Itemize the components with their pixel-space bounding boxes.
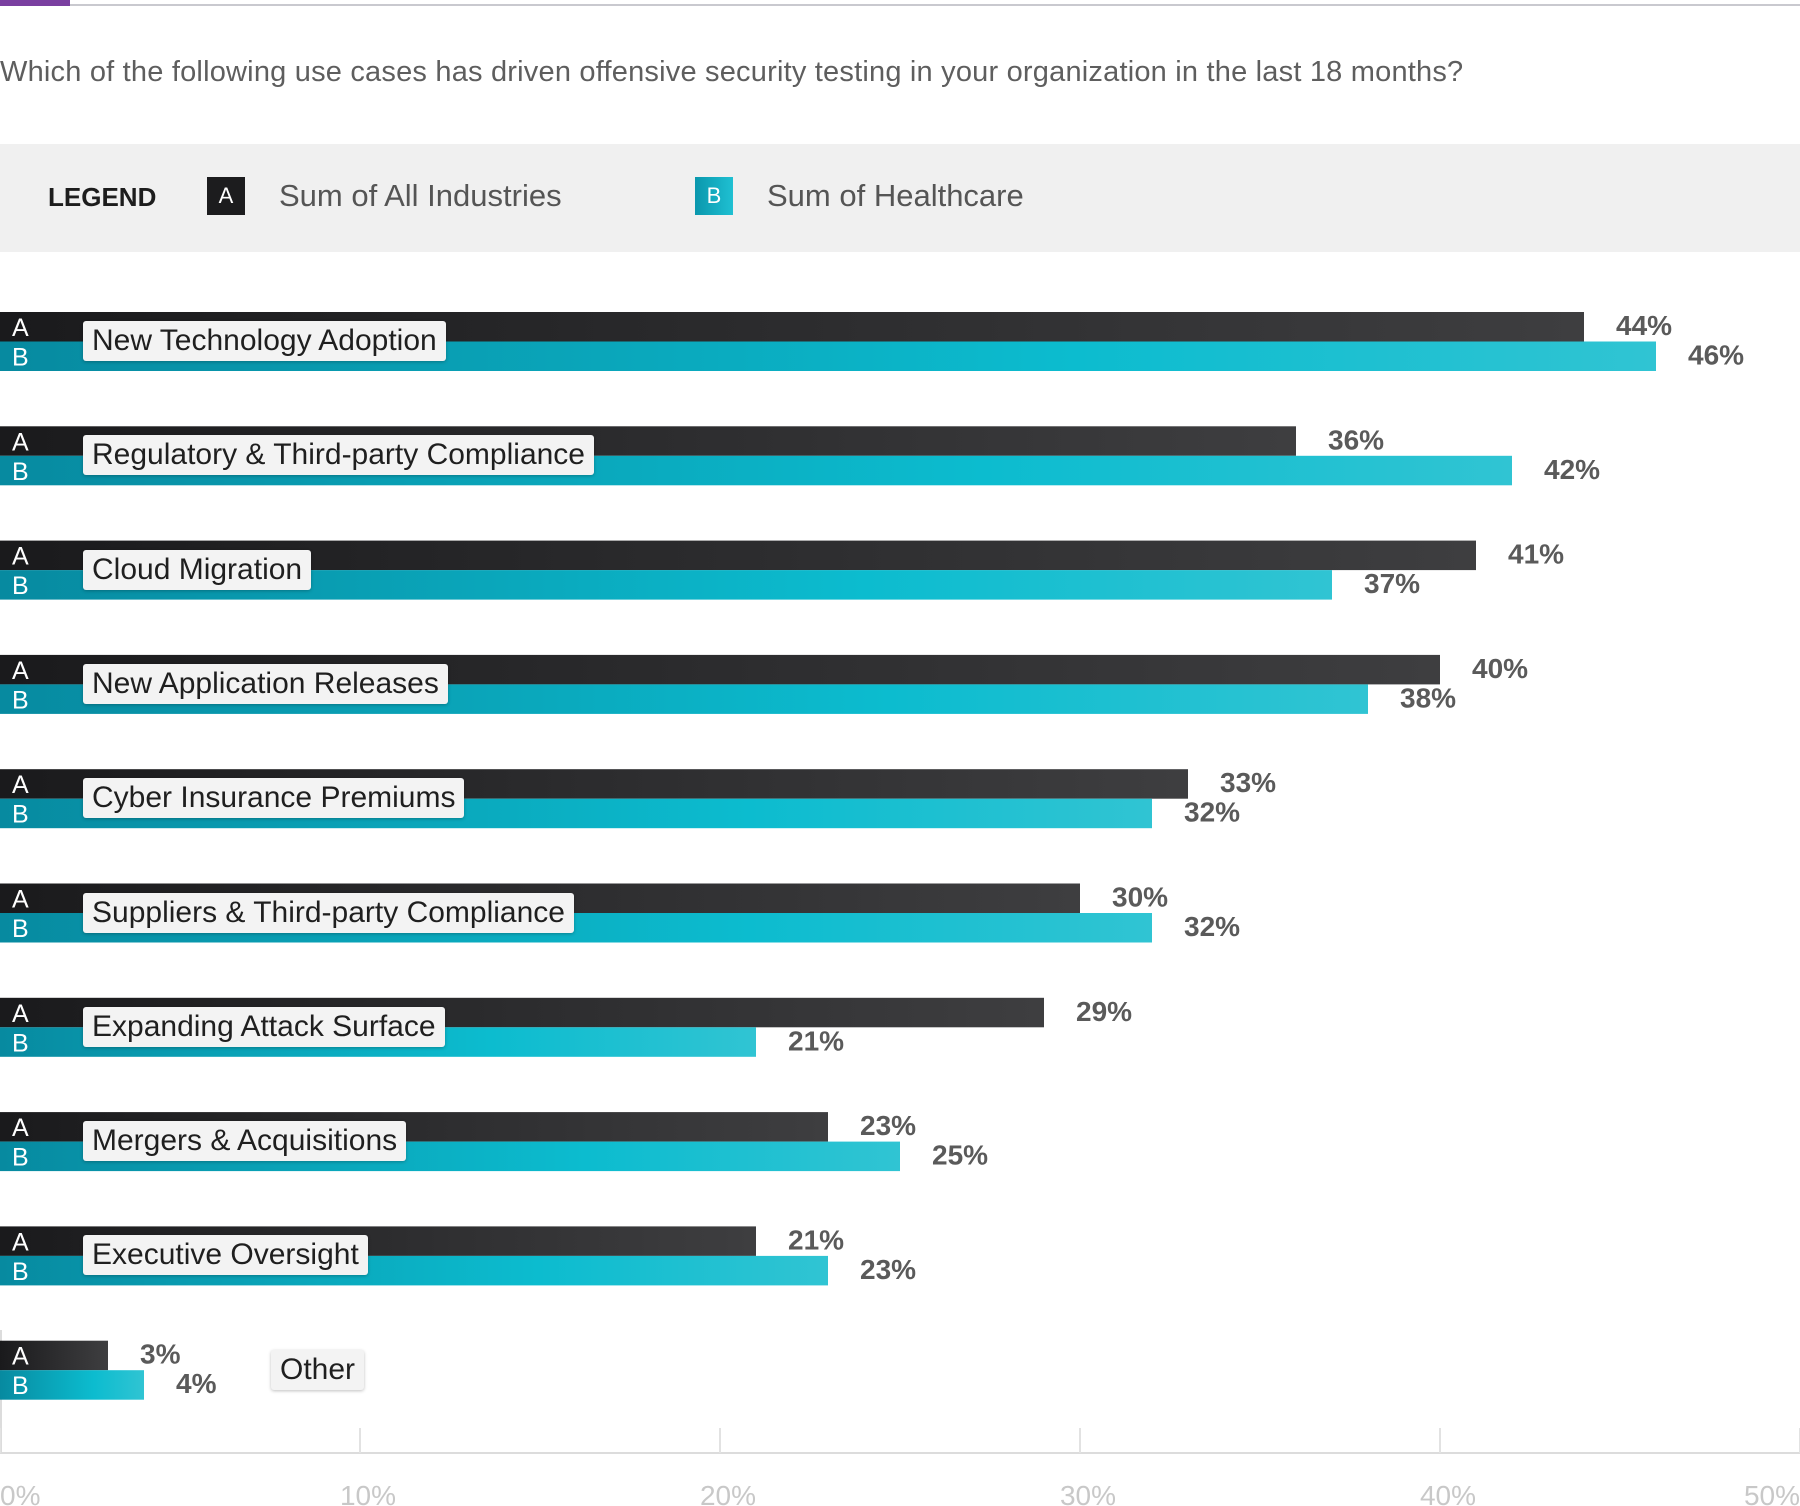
x-tick-label: 50% (1744, 1480, 1800, 1506)
value-label-all-industries: 41% (1508, 539, 1564, 570)
legend-label-healthcare: Sum of Healthcare (767, 178, 1024, 213)
x-tick-label: 40% (1420, 1480, 1476, 1506)
value-label-healthcare: 42% (1544, 454, 1600, 485)
category-label-new-application-releases: New Application Releases (83, 663, 448, 704)
x-axis: 0% 10% 20% 30% 40% 50% (0, 1480, 1800, 1506)
bar-letter-b: B (12, 801, 29, 829)
bar-letter-b: B (12, 915, 29, 943)
legend-swatch-all-industries: A (207, 177, 245, 215)
bar-letter-a: A (12, 771, 29, 799)
category-label-expanding-attack-surface: Expanding Attack Surface (83, 1006, 445, 1047)
legend-title: LEGEND (48, 182, 157, 212)
x-tick-label: 10% (340, 1480, 396, 1506)
bar-letter-a: A (12, 428, 29, 456)
bar-all-industries-other (0, 1340, 108, 1371)
bar-letter-b: B (12, 1372, 29, 1400)
value-label-all-industries: 29% (1076, 996, 1132, 1027)
bar-letter-a: A (12, 657, 29, 685)
bar-letter-a: A (12, 1228, 29, 1256)
value-label-healthcare: 25% (932, 1140, 988, 1171)
value-label-all-industries: 44% (1616, 310, 1672, 341)
value-label-all-industries: 3% (140, 1339, 181, 1370)
value-label-all-industries: 36% (1328, 424, 1384, 455)
category-label-cloud-migration: Cloud Migration (83, 549, 312, 590)
value-label-healthcare: 4% (176, 1368, 217, 1399)
category-label-mergers-and-acquisitions: Mergers & Acquisitions (83, 1121, 407, 1162)
grid (0, 1330, 1800, 1454)
value-label-healthcare: 46% (1688, 340, 1744, 371)
x-tick-label: 0% (0, 1480, 40, 1506)
legend: LEGEND A Sum of All Industries B Sum of … (0, 144, 1800, 252)
value-label-healthcare: 32% (1184, 797, 1240, 828)
bar-letter-b: B (12, 1029, 29, 1057)
value-label-healthcare: 37% (1364, 568, 1420, 599)
bar-letter-a: A (12, 314, 29, 342)
legend-swatch-healthcare: B (695, 177, 733, 215)
category-label-other: Other (271, 1349, 365, 1390)
value-label-healthcare: 23% (860, 1254, 916, 1285)
category-label-cyber-insurance-premiums: Cyber Insurance Premiums (83, 778, 465, 819)
bar-letter-a: A (12, 1114, 29, 1142)
bar-letter-a: A (12, 1343, 29, 1371)
value-labels: 44%46%36%42%41%37%40%38%33%32%30%32%29%2… (140, 310, 1744, 1399)
category-label-new-technology-adoption: New Technology Adoption (83, 321, 446, 361)
bar-letter-a: A (12, 1000, 29, 1028)
bar-letter-b: B (12, 686, 29, 714)
bar-letter-b: B (12, 572, 29, 600)
bar-letter-b: B (12, 344, 29, 372)
bar-letter-b: B (12, 1258, 29, 1286)
legend-label-all-industries: Sum of All Industries (279, 178, 562, 213)
chart-question: Which of the following use cases has dri… (0, 56, 1464, 88)
category-label-executive-oversight: Executive Oversight (83, 1235, 368, 1276)
value-label-all-industries: 23% (860, 1110, 916, 1141)
top-accent-bar (0, 0, 70, 6)
category-label-suppliers-and-third-party-compliance: Suppliers & Third-party Compliance (83, 892, 574, 933)
x-tick-label: 20% (700, 1480, 756, 1506)
bar-healthcare-other (0, 1370, 144, 1400)
value-label-all-industries: 40% (1472, 653, 1528, 684)
value-label-healthcare: 21% (788, 1025, 844, 1056)
value-label-all-industries: 30% (1112, 882, 1168, 913)
bar-letter-a: A (12, 543, 29, 571)
value-label-all-industries: 21% (788, 1224, 844, 1255)
bar-letter-b: B (12, 1144, 29, 1172)
category-label-regulatory-and-third-party-compliance: Regulatory & Third-party Compliance (83, 435, 594, 476)
value-label-healthcare: 32% (1184, 911, 1240, 942)
value-label-all-industries: 33% (1220, 767, 1276, 798)
x-tick-label: 30% (1060, 1480, 1116, 1506)
bar-letter-a: A (12, 886, 29, 914)
top-rule (0, 4, 1800, 6)
value-label-healthcare: 38% (1400, 682, 1456, 713)
bar-letter-b: B (12, 458, 29, 486)
